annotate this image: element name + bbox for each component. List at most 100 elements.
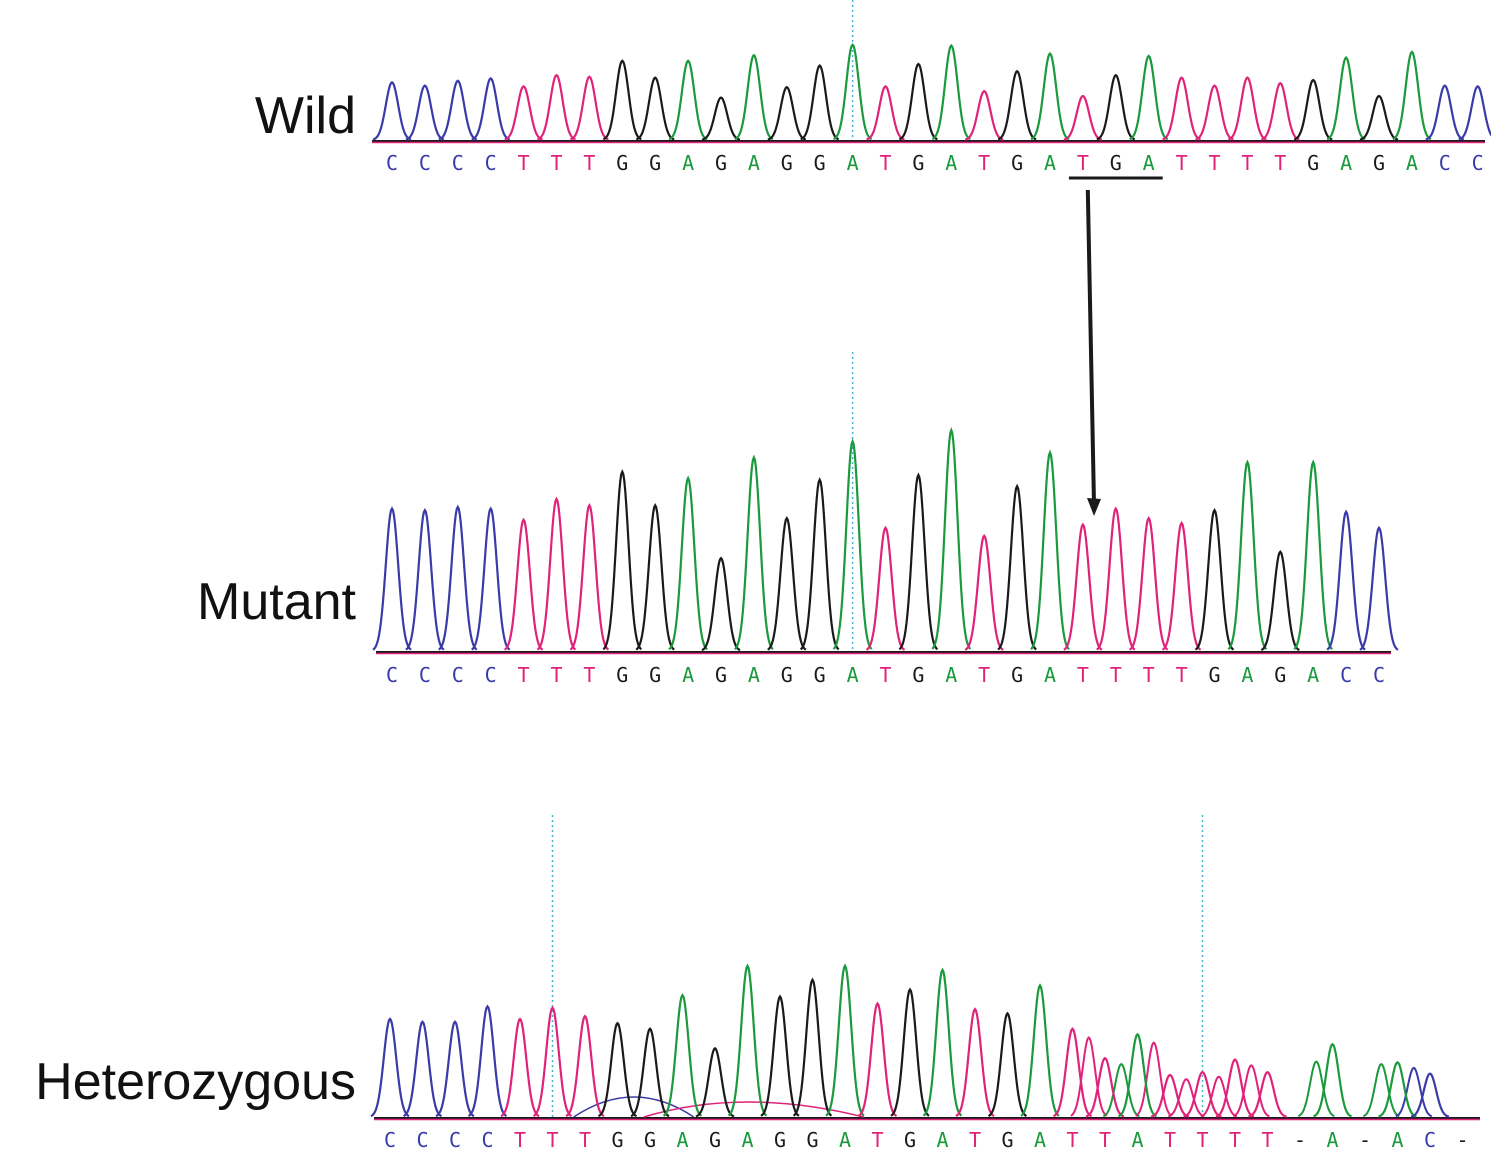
mutant-base-call: T: [518, 663, 530, 687]
heterozygous-base-call: T: [1261, 1128, 1273, 1152]
wild-peak: [504, 85, 543, 141]
heterozygous-base-call: G: [806, 1128, 818, 1152]
wild-base-call: T: [550, 151, 562, 175]
heterozygous-base-call: C: [481, 1128, 493, 1152]
wild-base-call: G: [1373, 151, 1385, 175]
wild-peak: [1228, 76, 1267, 141]
heterozygous-base-call: A: [1391, 1128, 1403, 1152]
heterozygous-secondary-peak: [1395, 1066, 1433, 1118]
mutant-base-call: G: [814, 663, 826, 687]
wild-peak: [668, 59, 708, 141]
mutant-base-call: A: [945, 663, 957, 687]
heterozygous-base-call: A: [839, 1128, 851, 1152]
mutant-base-call: G: [1011, 663, 1023, 687]
deletion-arrowhead: [1087, 498, 1101, 516]
wild-peak: [866, 85, 905, 141]
wild-base-call: G: [616, 151, 628, 175]
mutant-base-call: G: [1274, 663, 1286, 687]
mutant-base-call: G: [912, 663, 924, 687]
wild-peak: [1359, 94, 1399, 141]
heterozygous-peak: [1118, 1032, 1157, 1118]
heterozygous-peak: [630, 1027, 670, 1118]
wild-peak: [1162, 76, 1201, 141]
mutant-peak: [1030, 449, 1070, 650]
wild-base-call: T: [1208, 151, 1220, 175]
heterozygous-base-call: -: [1359, 1128, 1371, 1152]
wild-peak: [1030, 51, 1070, 141]
wild-base-call: T: [1274, 151, 1286, 175]
heterozygous-base-call: A: [936, 1128, 948, 1152]
mutant-peak: [569, 503, 610, 651]
mutant-peak: [767, 516, 807, 651]
heterozygous-base-call: G: [709, 1128, 721, 1152]
heterozygous-base-call: T: [546, 1128, 558, 1152]
mutant-base-call: T: [1176, 663, 1188, 687]
wild-peak: [1293, 78, 1333, 141]
heterozygous-background-signal: [573, 1096, 695, 1118]
wild-peak: [898, 62, 938, 141]
wild-peak: [1063, 94, 1103, 141]
wild-peak: [734, 53, 774, 141]
heterozygous-base-call: T: [514, 1128, 526, 1152]
heterozygous-peak: [370, 1017, 410, 1118]
heterozygous-base-call: T: [1196, 1128, 1208, 1152]
mutant-peak: [405, 507, 445, 651]
heterozygous-peak: [1020, 983, 1060, 1117]
heterozygous-peak: [1150, 1073, 1190, 1118]
heterozygous-peak: [1085, 1056, 1125, 1118]
heterozygous-base-call: T: [1229, 1128, 1241, 1152]
mutant-peak: [1161, 520, 1202, 651]
heterozygous-peak: [760, 994, 800, 1117]
mutant-base-call: C: [485, 663, 497, 687]
heterozygous-peak: [662, 993, 703, 1117]
heterozygous-secondary-peak: [1135, 1041, 1173, 1117]
wild-base-call: G: [912, 151, 924, 175]
heterozygous-background-signal: [643, 1101, 864, 1118]
mutant-base-call: T: [1143, 663, 1155, 687]
wild-peak: [767, 85, 807, 141]
heterozygous-peak: [1215, 1058, 1255, 1118]
mutant-peak: [1063, 522, 1103, 651]
wild-base-call: A: [1044, 151, 1056, 175]
mutant-base-call: A: [682, 663, 694, 687]
wild-base-call: A: [682, 151, 694, 175]
heterozygous-base-call: A: [676, 1128, 688, 1152]
heterozygous-base-call: T: [1099, 1128, 1111, 1152]
heterozygous-peak: [1410, 1072, 1450, 1118]
mutant-base-call: G: [616, 663, 628, 687]
mutant-base-call: C: [1373, 663, 1385, 687]
heterozygous-base-call: C: [1424, 1128, 1436, 1152]
mutant-peak: [1227, 459, 1268, 651]
mutant-peak: [1194, 507, 1235, 651]
mutant-peak: [602, 469, 643, 651]
mutant-base-call: A: [1044, 663, 1056, 687]
deletion-arrow: [1085, 189, 1096, 505]
heterozygous-peak: [792, 977, 833, 1117]
heterozygous-base-call: G: [611, 1128, 623, 1152]
wild-peak: [1129, 54, 1169, 141]
wild-base-call: A: [1143, 151, 1155, 175]
mutant-peak: [1129, 516, 1169, 651]
wild-peak: [931, 43, 971, 141]
heterozygous-base-call: G: [1001, 1128, 1013, 1152]
mutant-peak: [1260, 549, 1300, 652]
wild-base-call: C: [386, 151, 398, 175]
mutant-peak: [1359, 525, 1399, 651]
heterozygous-peak: [565, 1014, 605, 1118]
heterozygous-secondary-peak: [1168, 1078, 1205, 1118]
mutant-base-call: A: [1241, 663, 1253, 687]
wild-base-call: C: [1439, 151, 1451, 175]
wild-peak: [1096, 73, 1136, 141]
mutant-base-call: G: [781, 663, 793, 687]
heterozygous-peak: [695, 1046, 735, 1118]
heterozygous-peak: [987, 1011, 1028, 1118]
heterozygous-peak: [467, 1004, 508, 1117]
mutant-base-call: C: [452, 663, 464, 687]
heterozygous-peak: [727, 963, 768, 1117]
mutant-base-call: T: [550, 663, 562, 687]
mutant-base-call: T: [879, 663, 891, 687]
mutant-base-call: T: [978, 663, 990, 687]
wild-peak: [701, 96, 741, 141]
heterozygous-peak: [598, 1021, 637, 1118]
wild-base-call: A: [1340, 151, 1352, 175]
